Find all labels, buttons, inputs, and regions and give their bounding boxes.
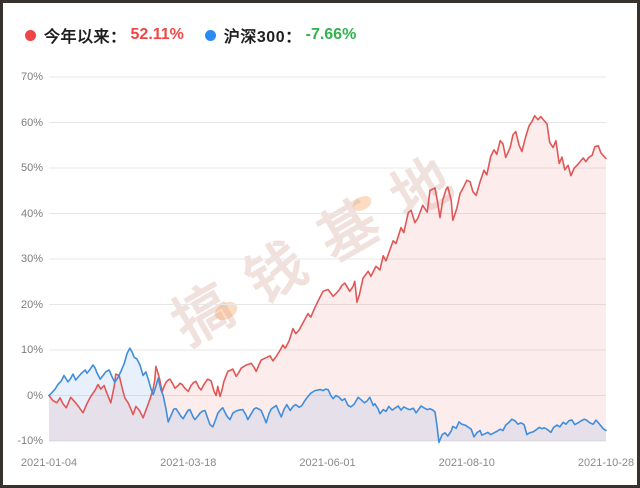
legend-item-benchmark: 沪深300： -7.66% xyxy=(204,23,357,47)
red-dot-icon xyxy=(25,29,36,41)
x-axis-tick-label: 2021-01-04 xyxy=(20,457,78,469)
y-axis-tick-label: 60% xyxy=(20,116,43,129)
x-axis-tick-label: 2021-08-10 xyxy=(438,457,495,469)
y-axis-tick-label: -10% xyxy=(17,435,43,447)
legend: 今年以来： 52.11% 沪深300： -7.66% xyxy=(25,23,356,47)
y-axis-tick-label: 20% xyxy=(20,298,43,311)
fund-series-label: 今年以来： xyxy=(44,29,127,46)
benchmark-series-area xyxy=(49,348,606,443)
blue-dot-icon xyxy=(204,29,216,41)
fund-series-line xyxy=(48,114,607,419)
benchmark-series-line xyxy=(48,347,607,444)
y-axis-tick-label: 10% xyxy=(20,344,43,356)
fund-return-value: 52.11% xyxy=(130,26,184,43)
benchmark-series-label: 沪深300： xyxy=(223,29,302,46)
fund-series-area xyxy=(49,115,606,441)
benchmark-return-value: -7.66% xyxy=(305,26,357,43)
y-axis-tick-label: 40% xyxy=(20,207,43,220)
x-axis-tick-label: 2021-06-01 xyxy=(299,457,356,469)
legend-item-fund: 今年以来： 52.11% xyxy=(25,23,184,47)
x-axis-tick-label: 2021-10-28 xyxy=(577,457,635,469)
y-axis-tick-label: 70% xyxy=(20,71,43,83)
y-axis-tick-label: 0% xyxy=(27,389,43,402)
x-axis-tick-label: 2021-03-18 xyxy=(160,457,217,469)
y-axis-tick-label: 30% xyxy=(20,253,43,265)
chart-canvas[interactable]: 70% 60% 50% 40% 30% 20% 10% 0% -10% 2021-01-04 202… xyxy=(3,3,637,485)
chart-svg xyxy=(48,76,607,444)
y-axis-tick-label: 50% xyxy=(20,162,43,174)
